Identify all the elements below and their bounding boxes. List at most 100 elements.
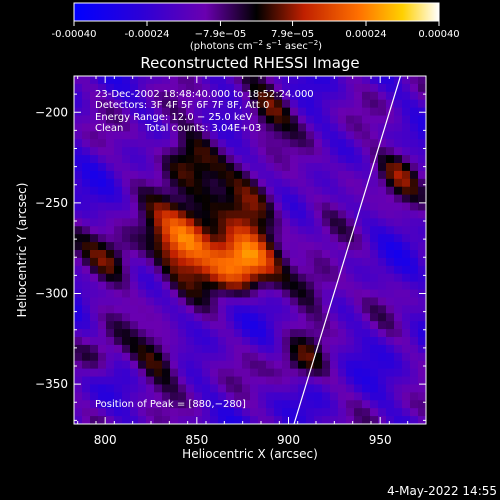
heatmap-cell bbox=[74, 384, 83, 393]
heatmap-cell bbox=[370, 281, 379, 291]
heatmap-cell bbox=[306, 376, 315, 386]
heatmap-cell bbox=[218, 305, 227, 314]
heatmap-cell bbox=[322, 376, 331, 386]
heatmap-cell bbox=[178, 91, 187, 101]
heatmap-cell bbox=[250, 218, 259, 227]
heatmap-cell bbox=[234, 337, 243, 346]
heatmap-cell bbox=[90, 273, 99, 283]
heatmap-cell bbox=[274, 226, 283, 235]
heatmap-cell bbox=[274, 194, 283, 204]
heatmap-cell bbox=[114, 218, 123, 227]
heatmap-cell bbox=[370, 202, 379, 212]
heatmap-cell bbox=[290, 352, 299, 362]
heatmap-cell bbox=[114, 289, 123, 299]
heatmap-cell bbox=[234, 76, 243, 85]
heatmap-cell bbox=[82, 91, 91, 101]
heatmap-cell bbox=[210, 218, 219, 227]
heatmap-cell bbox=[354, 337, 363, 346]
heatmap-cell bbox=[306, 155, 315, 164]
heatmap-cell bbox=[402, 281, 411, 291]
heatmap-cell bbox=[306, 178, 315, 188]
heatmap-cell bbox=[338, 170, 347, 180]
heatmap-cell bbox=[234, 329, 243, 338]
heatmap-cell bbox=[250, 257, 259, 267]
heatmap-cell bbox=[194, 408, 203, 417]
heatmap-cell bbox=[250, 400, 259, 409]
heatmap-cell bbox=[226, 107, 235, 117]
heatmap-cell bbox=[114, 194, 123, 204]
heatmap-cell bbox=[114, 337, 123, 346]
heatmap-cell bbox=[74, 99, 83, 109]
heatmap-cell bbox=[330, 76, 339, 85]
heatmap-cell bbox=[362, 416, 371, 424]
heatmap-cell bbox=[306, 226, 315, 235]
heatmap-cell bbox=[154, 321, 163, 330]
heatmap-cell bbox=[122, 123, 131, 132]
heatmap-cell bbox=[290, 186, 299, 196]
heatmap-cell bbox=[194, 281, 203, 291]
heatmap-cell bbox=[162, 163, 171, 172]
heatmap-cell bbox=[114, 305, 123, 314]
heatmap-cell bbox=[146, 147, 155, 156]
heatmap-cell bbox=[82, 250, 91, 259]
heatmap-cell bbox=[194, 131, 203, 140]
heatmap-cell bbox=[154, 273, 163, 283]
heatmap-cell bbox=[162, 408, 171, 417]
heatmap-cell bbox=[330, 226, 339, 235]
heatmap-cell bbox=[346, 416, 355, 424]
heatmap-cell bbox=[298, 170, 307, 180]
heatmap-cell bbox=[378, 352, 387, 362]
heatmap-cell bbox=[258, 321, 267, 330]
heatmap-cell bbox=[250, 155, 259, 164]
heatmap-cell bbox=[178, 107, 187, 117]
heatmap-cell bbox=[162, 360, 171, 370]
heatmap-cell bbox=[282, 194, 291, 204]
heatmap-cell bbox=[242, 289, 251, 299]
heatmap-cell bbox=[402, 123, 411, 132]
heatmap-cell bbox=[218, 273, 227, 283]
heatmap-cell bbox=[106, 392, 115, 401]
heatmap-cell bbox=[90, 352, 99, 362]
heatmap-cell bbox=[370, 368, 379, 378]
heatmap-cell bbox=[274, 352, 283, 362]
heatmap-cell bbox=[202, 186, 211, 196]
heatmap-cell bbox=[370, 416, 379, 424]
heatmap-cell bbox=[194, 250, 203, 259]
heatmap-cell bbox=[146, 115, 155, 125]
heatmap-cell bbox=[274, 273, 283, 283]
heatmap-cell bbox=[250, 273, 259, 283]
heatmap-cell bbox=[362, 107, 371, 117]
heatmap-cell bbox=[346, 76, 355, 85]
heatmap-cell bbox=[282, 281, 291, 291]
heatmap-cell bbox=[322, 123, 331, 132]
heatmap-cell bbox=[122, 408, 131, 417]
heatmap-cell bbox=[178, 305, 187, 314]
heatmap-cell bbox=[314, 368, 323, 378]
heatmap-cell bbox=[186, 250, 195, 259]
heatmap-cell bbox=[354, 273, 363, 283]
heatmap-cell bbox=[250, 107, 259, 117]
heatmap-cell bbox=[106, 210, 115, 219]
heatmap-cell bbox=[394, 123, 403, 132]
heatmap-cell bbox=[114, 147, 123, 156]
heatmap-cell bbox=[266, 360, 275, 370]
heatmap-cell bbox=[226, 313, 235, 322]
heatmap-cell bbox=[314, 147, 323, 156]
heatmap-cell bbox=[250, 123, 259, 132]
heatmap-cell bbox=[322, 384, 331, 393]
plot-frame bbox=[73, 75, 427, 425]
heatmap-cell bbox=[170, 155, 179, 164]
heatmap-cell bbox=[218, 123, 227, 132]
heatmap-cell bbox=[378, 234, 387, 243]
heatmap-cell bbox=[306, 360, 315, 370]
heatmap-cell bbox=[370, 384, 379, 393]
heatmap-cell bbox=[314, 76, 323, 85]
heatmap-cell bbox=[234, 408, 243, 417]
heatmap-cell bbox=[146, 281, 155, 291]
heatmap-cell bbox=[362, 210, 371, 219]
heatmap-cell bbox=[162, 139, 171, 148]
heatmap-cell bbox=[314, 376, 323, 386]
heatmap-cell bbox=[314, 202, 323, 212]
heatmap-cell bbox=[146, 392, 155, 401]
